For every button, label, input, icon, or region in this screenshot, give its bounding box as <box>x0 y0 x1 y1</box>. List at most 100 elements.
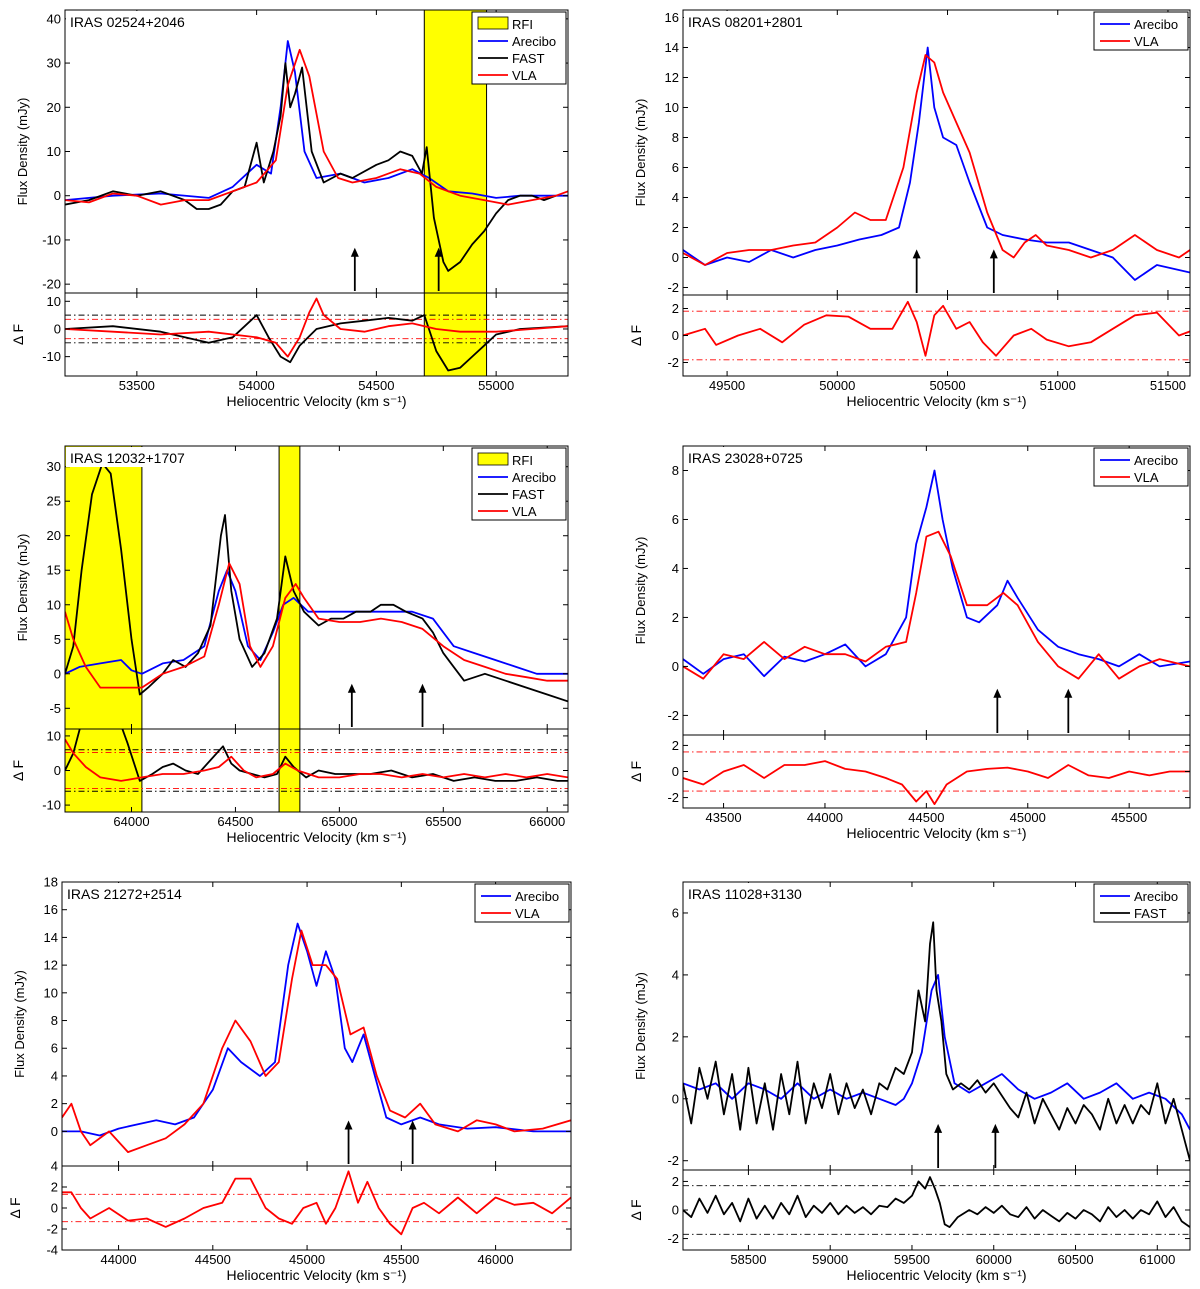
legend-label: VLA <box>512 68 537 83</box>
y-tick-label: 2 <box>672 738 679 753</box>
y-tick-label: 0 <box>54 666 61 681</box>
y-tick-label: -2 <box>667 1153 679 1168</box>
x-tick-label: 54500 <box>358 378 394 393</box>
legend-swatch-rfi <box>477 452 509 466</box>
x-tick-label: 44500 <box>908 810 944 825</box>
title-background <box>66 11 194 31</box>
chart-title: IRAS 23028+0725 <box>688 450 803 466</box>
y-tick-label: 20 <box>47 528 61 543</box>
arrow-head <box>418 683 427 693</box>
residual-line-vla <box>65 297 568 358</box>
arrow-head <box>934 1123 943 1133</box>
y-tick-label: -2 <box>667 708 679 723</box>
x-tick-label: 65000 <box>321 814 357 829</box>
residual-axis-label: Δ F <box>10 324 26 345</box>
x-tick-label: 64000 <box>113 814 149 829</box>
y-axis-label: Flux Density (mJy) <box>12 970 27 1078</box>
residual-line-fast <box>65 314 568 372</box>
chart-panel-5: 44000 44500 45000 45500 46000 0 2 4 6 8 10 12 14 16 18… <box>7 875 572 1283</box>
chart-panel-2: 49500 50000 50500 51000 51500 -2 0 2 4 6 8 10 12 14 16… <box>628 9 1191 409</box>
y-tick-label: 2 <box>51 1180 58 1195</box>
x-tick-label: 51500 <box>1150 378 1186 393</box>
legend-label: VLA <box>512 504 537 519</box>
legend-label: VLA <box>515 906 540 921</box>
title-background <box>63 883 191 903</box>
x-tick-label: 51000 <box>1040 378 1076 393</box>
y-tick-label: 6 <box>672 905 679 920</box>
rfi-band <box>278 445 301 813</box>
y-tick-label: 8 <box>672 463 679 478</box>
y-tick-label: -10 <box>42 349 61 364</box>
x-tick-label: 60000 <box>976 1252 1012 1267</box>
y-tick-label: -4 <box>46 1243 58 1258</box>
chart-panel-1: 53500 54000 54500 55000 -20 -10 0 10 20 30 40 -10 0 1… <box>10 9 569 409</box>
legend-label: Arecibo <box>1134 889 1178 904</box>
spectrum-lines <box>683 469 1190 680</box>
residual-line-vla <box>683 760 1190 805</box>
series-line-arecibo <box>683 469 1190 678</box>
title-background <box>684 883 812 903</box>
residual-line-vla <box>62 1170 571 1236</box>
y-tick-label: 10 <box>47 597 61 612</box>
y-tick-label: 8 <box>51 1013 58 1028</box>
title-background <box>684 447 812 467</box>
y-tick-label: 0 <box>51 1201 58 1216</box>
bottom-axes-frame <box>682 294 1191 377</box>
y-tick-label: 18 <box>44 875 58 890</box>
title-background <box>66 447 194 467</box>
series-line-fast <box>65 62 557 272</box>
chart-panel-6: 58500 59000 59500 60000 60500 61000 -2 0 2 4 6 -2 0 2… <box>628 881 1191 1283</box>
y-tick-label: 25 <box>47 494 61 509</box>
chart-title: IRAS 12032+1707 <box>70 450 185 466</box>
x-axis-label: Heliocentric Velocity (km s⁻¹) <box>226 829 406 845</box>
y-tick-label: 6 <box>672 160 679 175</box>
y-tick-label: 30 <box>47 459 61 474</box>
y-tick-label: 0 <box>672 764 679 779</box>
legend-label: Arecibo <box>1134 17 1178 32</box>
residual-lines <box>65 729 568 782</box>
y-tick-label: 12 <box>665 70 679 85</box>
legend-swatch-rfi <box>477 16 509 30</box>
chart-title: IRAS 11028+3130 <box>688 886 802 902</box>
series-line-fast <box>65 462 568 703</box>
y-tick-label: 2 <box>672 1174 679 1189</box>
arrow-head <box>1064 688 1073 698</box>
y-tick-label: 8 <box>672 130 679 145</box>
y-tick-label: 0 <box>672 1091 679 1106</box>
y-tick-label: 16 <box>44 902 58 917</box>
y-tick-label: 2 <box>672 301 679 316</box>
y-tick-label: 10 <box>47 728 61 743</box>
x-tick-label: 64500 <box>217 814 253 829</box>
arrow-head <box>434 247 443 257</box>
residual-axis-label: Δ F <box>628 1199 644 1220</box>
series-line-vla <box>65 48 568 206</box>
y-tick-label: 0 <box>51 1124 58 1139</box>
residual-line-fast <box>683 1176 1190 1228</box>
y-tick-label: 12 <box>44 958 58 973</box>
y-tick-label: 4 <box>51 1068 58 1083</box>
x-tick-label: 45000 <box>1010 810 1046 825</box>
spectrum-lines <box>683 921 1190 1161</box>
x-tick-label: 59500 <box>894 1252 930 1267</box>
legend-label: Arecibo <box>512 470 556 485</box>
residual-lines <box>65 297 568 372</box>
y-tick-label: 2 <box>672 220 679 235</box>
x-tick-label: 60500 <box>1057 1252 1093 1267</box>
arrow-head <box>347 683 356 693</box>
series-line-vla <box>683 530 1190 680</box>
y-tick-label: 2 <box>672 610 679 625</box>
spectrum-lines <box>62 922 571 1153</box>
y-tick-label: 10 <box>47 144 61 159</box>
x-tick-label: 43500 <box>705 810 741 825</box>
y-tick-label: 4 <box>51 1159 58 1174</box>
arrow-head <box>408 1120 417 1130</box>
y-tick-label: 5 <box>54 632 61 647</box>
y-tick-label: 0 <box>54 763 61 778</box>
y-tick-label: 4 <box>672 967 679 982</box>
residual-axis-label: Δ F <box>628 325 644 346</box>
arrow-head <box>912 249 921 259</box>
residual-axis-label: Δ F <box>628 761 644 782</box>
series-line-arecibo <box>62 922 571 1137</box>
y-tick-label: -20 <box>42 277 61 292</box>
legend-label: FAST <box>1134 906 1167 921</box>
